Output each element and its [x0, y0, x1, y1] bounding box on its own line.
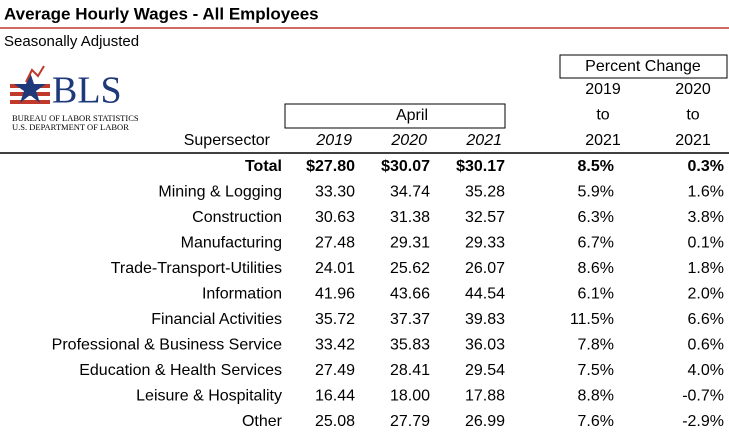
- cell: 37.37: [390, 311, 430, 328]
- cell: -0.7%: [682, 388, 724, 405]
- cell: 7.8%: [578, 337, 614, 354]
- cell: 29.33: [465, 235, 505, 252]
- cell: 35.28: [465, 184, 505, 201]
- cell: 27.49: [315, 362, 355, 379]
- cell: 25.08: [315, 413, 355, 430]
- cell: $30.17: [456, 158, 505, 175]
- cell: 1.6%: [688, 184, 724, 201]
- cell: 0.1%: [688, 235, 724, 252]
- column-header: to: [686, 107, 699, 124]
- column-header: 2021: [465, 132, 502, 149]
- cell: 11.5%: [570, 311, 614, 328]
- cell: 29.31: [390, 235, 430, 252]
- cell: 27.48: [315, 235, 355, 252]
- cell: 7.5%: [578, 362, 614, 379]
- cell: 6.3%: [578, 209, 614, 226]
- cell: 17.88: [465, 388, 505, 405]
- group-box: [284, 103, 506, 129]
- group-header: Percent Change: [585, 58, 701, 75]
- cell: 8.8%: [578, 388, 614, 405]
- cell: 27.79: [390, 413, 430, 430]
- cell: 6.6%: [688, 311, 724, 328]
- column-header: 2020: [390, 132, 427, 149]
- logo-line: BUREAU OF LABOR STATISTICS: [12, 113, 139, 123]
- row-label: Construction: [192, 209, 282, 226]
- star: [14, 72, 46, 103]
- row-label: Manufacturing: [181, 235, 282, 252]
- title: Average Hourly Wages - All Employees: [4, 4, 319, 23]
- group-header: April: [396, 107, 428, 124]
- subtitle: Seasonally Adjusted: [4, 33, 139, 50]
- row-label: Leisure & Hospitality: [136, 388, 282, 405]
- cell: 33.30: [315, 184, 355, 201]
- row-label: Information: [202, 286, 282, 303]
- row-label: Professional & Business Service: [52, 337, 282, 354]
- column-header: 2019: [585, 81, 621, 98]
- row-label: Total: [245, 158, 282, 175]
- cell: 6.7%: [578, 235, 614, 252]
- column-header: to: [596, 107, 609, 124]
- cell: 0.6%: [688, 337, 724, 354]
- column-header: 2021: [675, 132, 711, 149]
- row-label: Education & Health Services: [79, 362, 282, 379]
- cell: 8.5%: [578, 158, 614, 175]
- cell: 26.99: [465, 413, 505, 430]
- cell: 33.42: [315, 337, 355, 354]
- cell: 29.54: [465, 362, 505, 379]
- spark: [25, 65, 45, 83]
- cell: 43.66: [390, 286, 430, 303]
- row-label: Mining & Logging: [158, 184, 282, 201]
- cell: 18.00: [390, 388, 430, 405]
- cell: 35.83: [390, 337, 430, 354]
- column-header: Supersector: [184, 132, 271, 149]
- cell: $30.07: [381, 158, 430, 175]
- cell: 35.72: [315, 311, 355, 328]
- group-box: [559, 54, 728, 79]
- cell: 44.54: [465, 286, 505, 303]
- cell: 6.1%: [578, 286, 614, 303]
- cell: 28.41: [390, 362, 430, 379]
- row-label: Trade-Transport-Utilities: [111, 260, 282, 277]
- row-label: Financial Activities: [151, 311, 282, 328]
- logo-name: BLS: [52, 70, 122, 112]
- cell: $27.80: [306, 158, 355, 175]
- cell: 34.74: [390, 184, 430, 201]
- cell: 2.0%: [688, 286, 724, 303]
- stripe: [10, 100, 50, 104]
- cell: 0.3%: [688, 158, 724, 175]
- cell: 8.6%: [578, 260, 614, 277]
- cell: 41.96: [315, 286, 355, 303]
- column-header: 2019: [315, 132, 352, 149]
- cell: 30.63: [315, 209, 355, 226]
- cell: 7.6%: [578, 413, 614, 430]
- row-label: Other: [242, 413, 283, 430]
- cell: 25.62: [390, 260, 430, 277]
- cell: 39.83: [465, 311, 505, 328]
- logo: BLS BUREAU OF LABOR STATISTICS U.S. DEPA…: [10, 65, 139, 132]
- cell: -2.9%: [682, 413, 724, 430]
- cell: 36.03: [465, 337, 505, 354]
- cell: 3.8%: [688, 209, 724, 226]
- cell: 26.07: [465, 260, 505, 277]
- logo-line: U.S. DEPARTMENT OF LABOR: [12, 122, 129, 132]
- column-header: 2021: [585, 132, 621, 149]
- cell: 4.0%: [688, 362, 724, 379]
- cell: 32.57: [465, 209, 505, 226]
- cell: 1.8%: [688, 260, 724, 277]
- cell: 5.9%: [578, 184, 614, 201]
- cell: 16.44: [315, 388, 355, 405]
- cell: 24.01: [315, 260, 355, 277]
- cell: 31.38: [390, 209, 430, 226]
- column-header: 2020: [675, 81, 711, 98]
